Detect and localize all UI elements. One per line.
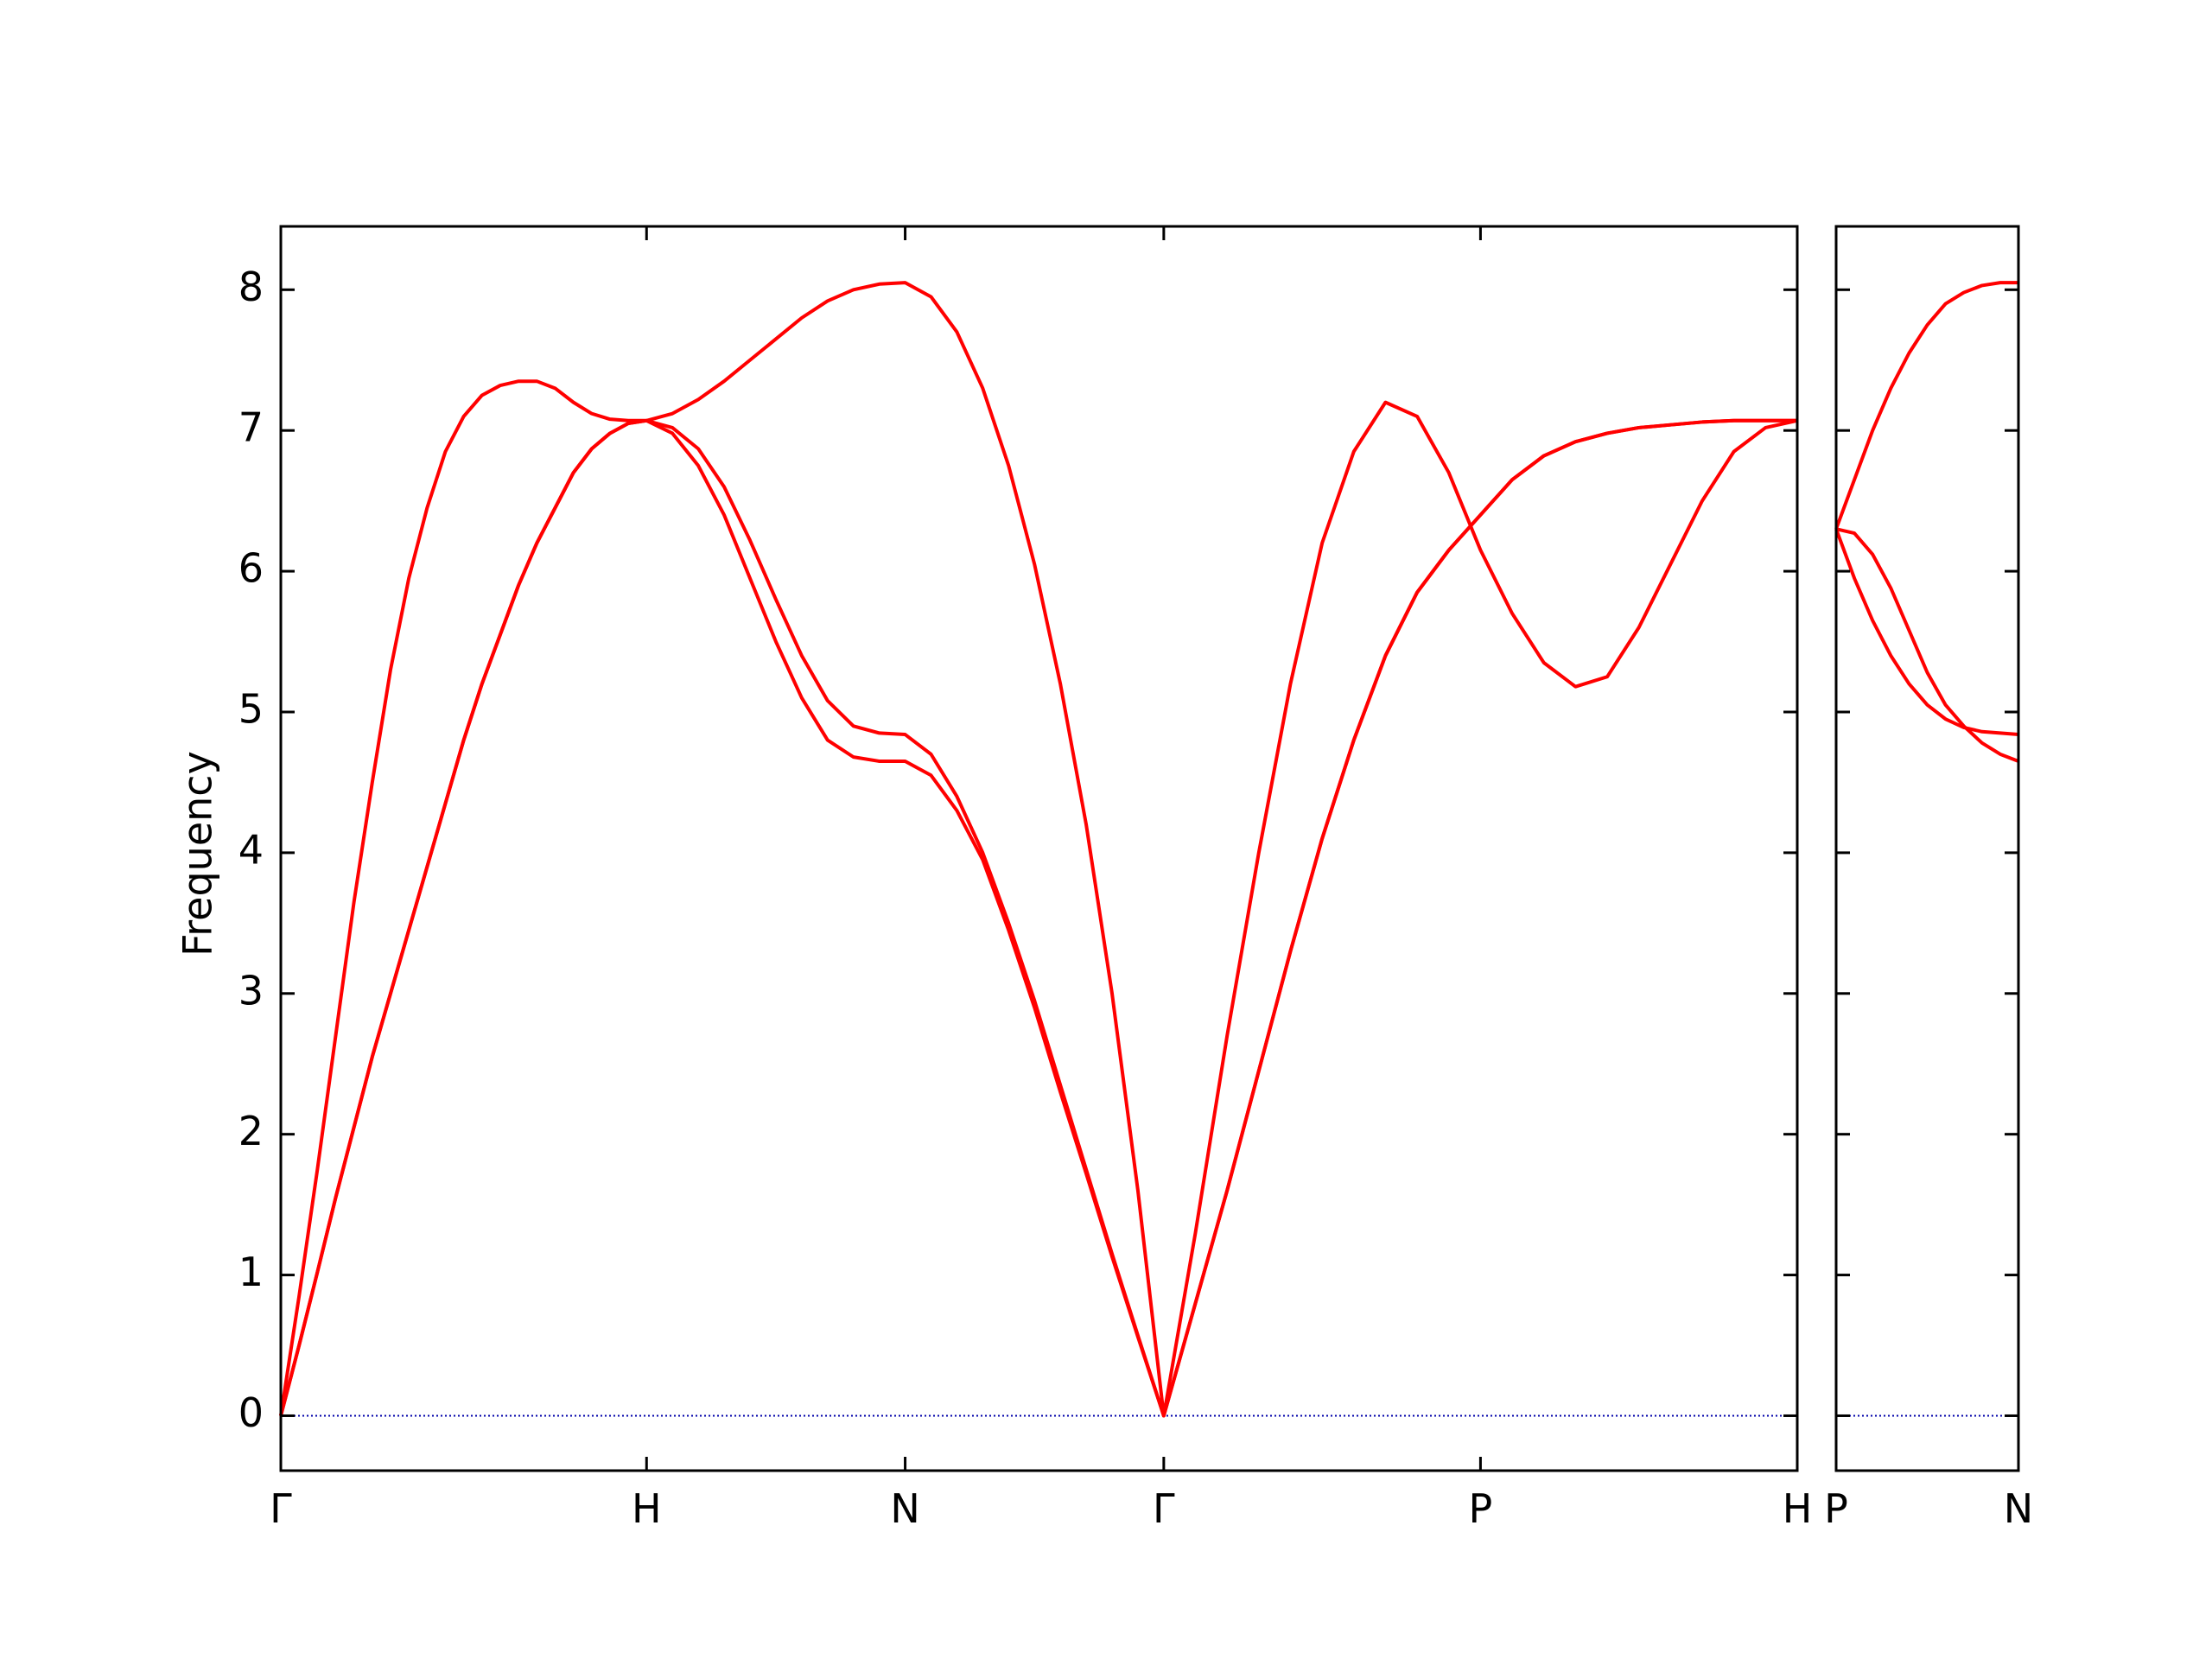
x-tick-label: N — [2004, 1485, 2033, 1532]
band-line — [1834, 528, 2019, 737]
x-tick-label: P — [1824, 1485, 1848, 1532]
y-tick-label: 1 — [238, 1249, 264, 1295]
x-tick-label: H — [1783, 1485, 1813, 1532]
x-tick-label: P — [1469, 1485, 1493, 1532]
y-tick-label: 2 — [238, 1108, 264, 1154]
y-axis-label: Frequency — [175, 751, 221, 957]
y-tick-label: 5 — [238, 685, 264, 732]
plot-frame — [279, 225, 1799, 1472]
band-line — [1835, 527, 2019, 763]
band-line — [1834, 281, 2018, 530]
x-tick-label: Γ — [270, 1485, 292, 1532]
y-tick-label: 3 — [238, 967, 264, 1014]
y-tick-label: 7 — [238, 404, 264, 451]
x-tick-label: N — [890, 1485, 919, 1532]
x-tick-label: H — [632, 1485, 662, 1532]
y-tick-label: 6 — [238, 545, 264, 592]
band-line — [279, 281, 1798, 1418]
plot-frame — [1834, 225, 2020, 1472]
y-tick-label: 8 — [238, 264, 264, 310]
band-line — [279, 418, 1797, 1418]
y-tick-label: 0 — [238, 1389, 264, 1436]
band-line — [279, 418, 1797, 1418]
y-tick-label: 4 — [238, 826, 264, 873]
x-tick-label: Γ — [1153, 1485, 1175, 1532]
